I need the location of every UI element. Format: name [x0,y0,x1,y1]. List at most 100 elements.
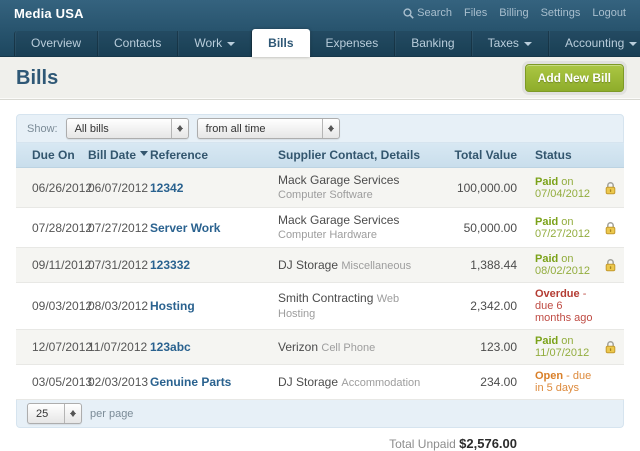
per-page-label: per page [90,408,133,420]
tab-banking[interactable]: Banking [395,31,471,56]
reference-link[interactable]: Server Work [150,221,220,235]
brand-logo: Media USA [14,6,84,21]
logout-link[interactable]: Logout [592,7,626,19]
lock-icon [604,258,617,272]
page-heading-band: Bills Add New Bill [0,57,640,100]
supplier-name: DJ Storage [278,258,338,272]
total-value: 234.00 [448,365,517,400]
bill-type-select[interactable]: All bills [66,118,189,139]
bill-type-selected-value: All bills [67,119,171,138]
search-link[interactable]: Search [403,7,452,19]
supplier-cell: Mack Garage Services Computer Hardware [278,208,448,248]
col-due-on[interactable]: Due On [16,143,88,168]
chevron-down-icon [629,42,637,50]
total-value: 2,342.00 [448,283,517,330]
table-row: 12/07/2012 11/07/2012 123abc Verizon Cel… [16,330,624,365]
supplier-name: Smith Contracting [278,291,373,305]
col-status[interactable]: Status [517,143,596,168]
supplier-details: Miscellaneous [341,260,411,272]
supplier-name: Mack Garage Services [278,213,399,227]
tab-overview[interactable]: Overview [14,31,98,56]
search-link-label: Search [417,7,452,19]
status-badge: Open - due in 5 days [517,365,596,400]
total-value: 1,388.44 [448,248,517,283]
bill-date: 06/07/2012 [88,168,150,208]
supplier-details: Cell Phone [321,342,375,354]
status-badge: Paid on 07/27/2012 [517,208,596,248]
table-header-row: Due On Bill Date Reference Supplier Cont… [16,143,624,168]
col-supplier[interactable]: Supplier Contact, Details [278,143,448,168]
status-badge: Overdue - due 6 months ago [517,283,596,330]
date-range-select[interactable]: from all time [197,118,340,139]
filter-bar: Show: All bills from all time [16,114,624,143]
total-unpaid-label: Total Unpaid [389,437,456,451]
per-page-selected-value: 25 [28,404,64,423]
lock-icon [604,340,617,354]
bill-date: 02/03/2013 [88,365,150,400]
due-date: 09/11/2012 [16,248,88,283]
add-new-bill-button[interactable]: Add New Bill [525,64,624,92]
col-reference[interactable]: Reference [150,143,278,168]
per-page-select[interactable]: 25 [27,403,82,424]
col-total-value[interactable]: Total Value [448,143,517,168]
sort-desc-icon [140,151,148,160]
due-date: 12/07/2012 [16,330,88,365]
utility-nav: Search Files Billing Settings Logout [403,7,626,19]
supplier-name: Mack Garage Services [278,173,399,187]
tab-contacts[interactable]: Contacts [98,31,178,56]
lock-icon [604,180,617,194]
search-icon [403,8,414,19]
main-nav: Overview Contacts Work Bills Expenses Ba… [14,29,640,56]
supplier-cell: DJ Storage Accommodation [278,365,448,400]
date-range-selected-value: from all time [198,119,322,138]
show-label: Show: [27,123,58,135]
bills-panel: Show: All bills from all time Due On Bil… [16,114,624,428]
reference-link[interactable]: Genuine Parts [150,375,231,389]
top-bar: Media USA Search Files Billing Settings … [0,0,640,26]
supplier-cell: Smith Contracting Web Hosting [278,283,448,330]
table-row: 07/28/2012 07/27/2012 Server Work Mack G… [16,208,624,248]
app-header: Media USA Search Files Billing Settings … [0,0,640,57]
billing-link[interactable]: Billing [499,7,528,19]
supplier-name: Verizon [278,340,318,354]
select-spinner-icon [171,119,188,138]
supplier-details: Computer Software [278,189,373,201]
reference-link[interactable]: Hosting [150,299,195,313]
supplier-cell: DJ Storage Miscellaneous [278,248,448,283]
status-badge: Paid on 07/04/2012 [517,168,596,208]
tab-accounting[interactable]: Accounting [549,31,640,56]
due-date: 06/26/2012 [16,168,88,208]
page-title: Bills [16,67,58,90]
tab-taxes[interactable]: Taxes [472,31,549,56]
totals-row: Total Unpaid $2,576.00 [0,436,517,451]
reference-link[interactable]: 123abc [150,340,191,354]
total-value: 123.00 [448,330,517,365]
reference-link[interactable]: 12342 [150,181,183,195]
due-date: 09/03/2012 [16,283,88,330]
bill-date: 11/07/2012 [88,330,150,365]
tab-bills[interactable]: Bills [252,29,309,57]
reference-link[interactable]: 123332 [150,258,190,272]
col-lock [596,143,624,168]
supplier-cell: Mack Garage Services Computer Software [278,168,448,208]
tab-expenses[interactable]: Expenses [310,31,396,56]
table-row: 06/26/2012 06/07/2012 12342 Mack Garage … [16,168,624,208]
chevron-down-icon [524,42,532,50]
select-spinner-icon [64,404,81,423]
status-badge: Paid on 08/02/2012 [517,248,596,283]
tab-work[interactable]: Work [178,31,252,56]
pagination-bar: 25 per page [16,400,624,428]
due-date: 03/05/2013 [16,365,88,400]
settings-link[interactable]: Settings [541,7,581,19]
bill-date: 07/27/2012 [88,208,150,248]
col-bill-date[interactable]: Bill Date [88,143,150,168]
files-link[interactable]: Files [464,7,487,19]
total-value: 50,000.00 [448,208,517,248]
lock-icon [604,220,617,234]
select-spinner-icon [322,119,339,138]
table-row: 03/05/2013 02/03/2013 Genuine Parts DJ S… [16,365,624,400]
status-badge: Paid on 11/07/2012 [517,330,596,365]
table-row: 09/03/2012 08/03/2012 Hosting Smith Cont… [16,283,624,330]
total-unpaid-value: $2,576.00 [459,436,517,451]
chevron-down-icon [227,42,235,50]
